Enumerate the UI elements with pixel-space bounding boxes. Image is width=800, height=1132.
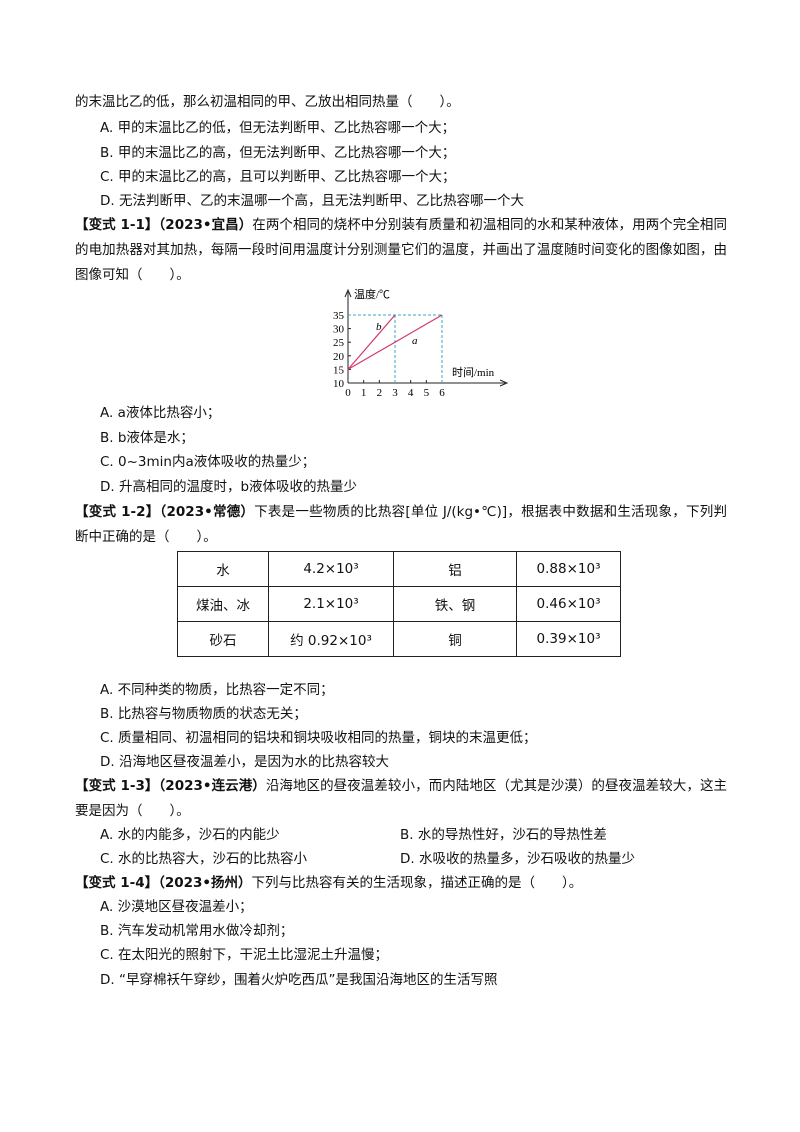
option: A. 不同种类的物质，比热容一定不同；: [100, 682, 334, 698]
y-tick-label: 30: [333, 324, 345, 336]
table: 水 4.2×10³ 铝 0.88×10³ 煤油、冰 2.1×10³ 铁、钢 0.46×10³ 砂…: [177, 551, 621, 657]
option: D. 升高相同的温度时，b液体吸收的热量少: [100, 479, 358, 495]
x-tick-label: 5: [424, 387, 430, 399]
stem: 沿海地区的昼夜温差较小，而内陆地区（尤其是沙漠）的昼夜温差较大，这主要是因为（ …: [75, 778, 728, 819]
option: B. b液体是水；: [100, 430, 194, 446]
table-row: 水 4.2×10³ 铝 0.88×10³: [177, 551, 621, 587]
option: C. 0~3min内a液体吸收的热量少；: [100, 454, 316, 470]
option: B. 水的导热性好，沙石的导热性差: [400, 827, 607, 843]
option: A. a液体比热容小；: [100, 405, 221, 421]
x-tick-label: 6: [439, 387, 445, 399]
option: D. “早穿棉袄午穿纱，围着火炉吃西瓜”是我国沿海地区的生活写照: [100, 972, 498, 988]
table-cell: 水: [177, 551, 269, 587]
x-tick-label: 3: [392, 387, 398, 399]
source: （2023•常德）: [159, 504, 255, 520]
question: ​【变式 1-1】（2023•宜昌）在两个相同的烧杯中分别装有质量和初温相同的水…: [75, 213, 727, 288]
tag: 【变式 1-4】: [75, 875, 159, 891]
tag: 【变式 1-3】: [75, 778, 159, 794]
question: 【变式 1-2】（2023•常德）下表是一些物质的比热容[单位 J/(kg•℃)…: [75, 500, 727, 550]
x-tick-label: 2: [377, 387, 383, 399]
stem: 的末温比乙的低，那么初温相同的甲、乙放出相同热量（ ）。: [75, 94, 460, 110]
y-tick-label: 15: [333, 364, 345, 376]
stem: 下表是一些物质的比热容[单位 J/(kg•℃)]，根据表中数据和生活现象，下列判…: [75, 504, 727, 545]
option: D. 无法判断甲、乙的末温哪一个高，且无法判断甲、乙比热容哪一个大: [100, 193, 524, 209]
line: [347, 314, 396, 370]
tag: 【变式 1-2】: [75, 504, 160, 520]
table-cell: 砂石: [177, 621, 269, 657]
option: C. 水的比热容大，沙石的比热容小: [100, 851, 308, 867]
source: （2023•扬州）: [158, 875, 252, 891]
table-cell: 铁、钢: [393, 586, 517, 622]
table-cell: 4.2×10³: [268, 551, 394, 587]
option: B. 比热容与物质物质的状态无关；: [100, 706, 307, 722]
table-cell: 铝: [393, 551, 517, 587]
option: D. 水吸收的热量多，沙石吸收的热量少: [400, 851, 635, 867]
option: B. 汽车发动机常用水做冷却剂；: [100, 923, 294, 939]
axis-label: 温度/℃: [354, 287, 390, 301]
option: D. 沿海地区昼夜温差小，是因为水的比热容较大: [100, 754, 389, 770]
y-tick-label: 10: [333, 378, 345, 390]
option: C. 在太阳光的照射下，干泥土比湿泥土升温慢；: [100, 947, 389, 963]
x-tick-label: 1: [361, 387, 367, 399]
x-tick-label: 0: [345, 387, 351, 399]
table-row: 砂石约 0.92×10³ 铜 0.39×10³: [177, 621, 621, 657]
arrow: [344, 288, 352, 298]
table-cell: 铜: [393, 621, 517, 657]
table-cell: 2.1×10³: [268, 586, 394, 622]
table-cell: 0.88×10³: [516, 551, 621, 587]
axis-label: 时间/min: [452, 366, 495, 379]
y-tick-label: 20: [333, 351, 345, 363]
table-cell: 煤油、冰: [177, 586, 269, 622]
line: [347, 314, 443, 370]
series-label: b: [376, 321, 382, 333]
y-tick-label: 35: [333, 310, 345, 322]
source: （2023•连云港）: [158, 778, 266, 794]
table-row: 煤油、冰 2.1×10³ 铁、钢 0.46×10³: [177, 586, 621, 622]
option: B. 甲的末温比乙的高，但无法判断甲、乙比热容哪一个大；: [100, 145, 456, 161]
question: 【变式 1-4】（2023•扬州）下列与比热容有关的生活现象，描述正确的是（ ）…: [75, 871, 727, 896]
source: （2023•宜昌）: [158, 217, 253, 233]
arrow: [499, 379, 509, 387]
table-cell: 约 0.92×10³: [268, 621, 394, 657]
stem: 在两个相同的烧杯中分别装有质量和初温相同的水和某种液体，用两个完全相同的电加热器…: [75, 217, 727, 283]
question: 【变式 1-3】（2023•连云港）沿海地区的昼夜温差较小，而内陆地区（尤其是沙…: [75, 774, 727, 824]
x-tick-label: 4: [408, 387, 414, 399]
option: A. 沙漠地区昼夜温差小；: [100, 899, 253, 915]
option: C. 甲的末温比乙的高，且可以判断甲、乙比热容哪一个大；: [100, 169, 456, 185]
option: A. 水的内能多，沙石的内能少: [100, 827, 280, 843]
series-label: a: [412, 335, 418, 347]
option: C. 质量相同、初温相同的铝块和铜块吸收相同的热量，铜块的末温更低；: [100, 730, 537, 746]
table-cell: 0.39×10³: [516, 621, 621, 657]
tag: 【变式 1-1】: [75, 217, 159, 233]
table-cell: 0.46×10³: [516, 586, 621, 622]
option: A. 甲的末温比乙的低，但无法判断甲、乙比热容哪一个大；: [100, 120, 456, 136]
y-tick-label: 25: [333, 337, 345, 349]
stem: 下列与比热容有关的生活现象，描述正确的是（ ）。: [251, 875, 583, 891]
